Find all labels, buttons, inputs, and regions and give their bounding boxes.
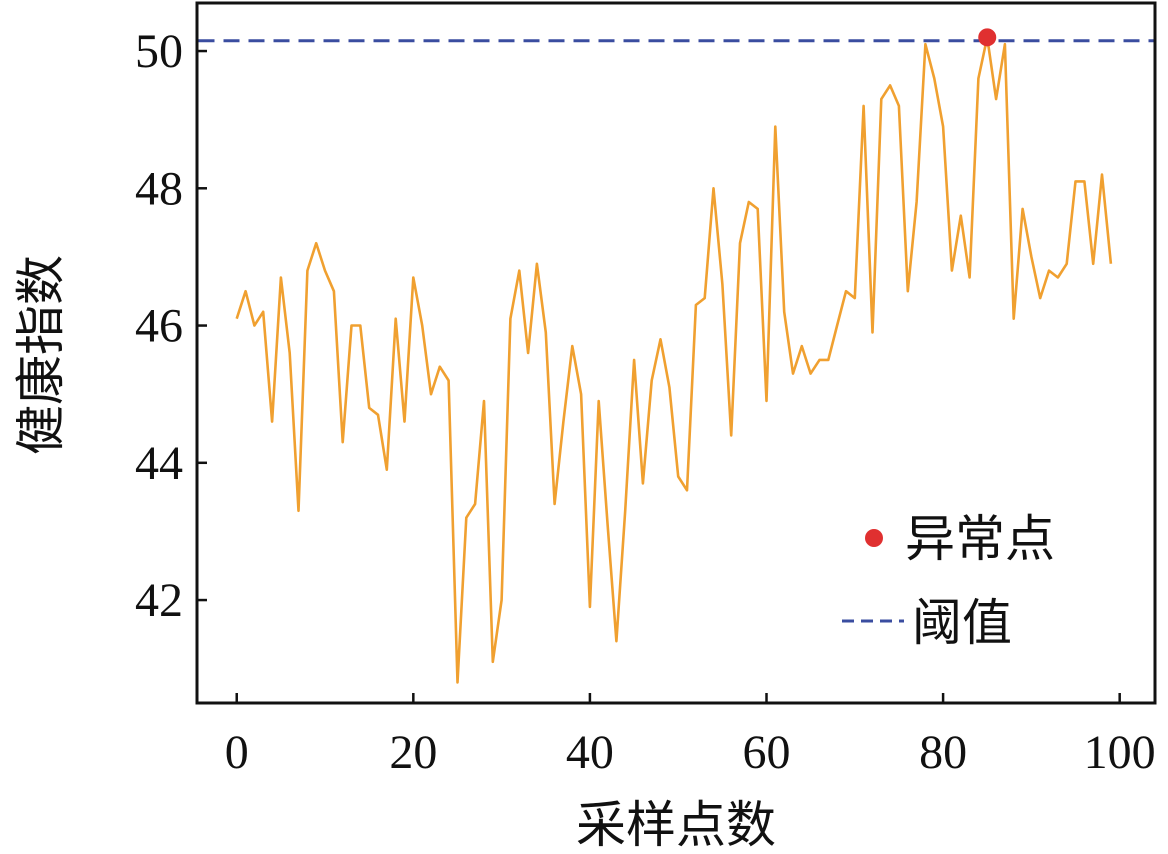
y-tick-label: 48 [135, 162, 183, 215]
x-tick-label: 60 [743, 726, 791, 779]
x-axis-title: 采样点数 [576, 796, 776, 854]
x-tick-label: 100 [1084, 726, 1156, 779]
plot-area [198, 28, 1154, 684]
x-tick-label: 80 [919, 726, 967, 779]
legend-anomaly-marker [865, 529, 883, 547]
y-axis-title: 健康指数 [12, 255, 70, 455]
health-index-line [235, 35, 1113, 684]
y-tick-label: 46 [135, 300, 183, 353]
plot-frame [195, 1, 1157, 705]
legend-threshold-label: 阈值 [912, 594, 1012, 652]
x-tick-label: 0 [225, 726, 249, 779]
legend: 异常点 阈值 [842, 510, 1055, 652]
x-tick-label: 40 [566, 726, 614, 779]
anomaly-point [978, 28, 997, 47]
y-tick-label: 50 [135, 25, 183, 78]
x-axis: 0 20 40 60 80 100 [225, 693, 1156, 779]
y-tick-label: 42 [135, 574, 183, 627]
y-tick-label: 44 [135, 437, 183, 490]
x-tick-label: 20 [389, 726, 437, 779]
y-axis: 42 44 46 48 50 [135, 25, 207, 627]
legend-anomaly-label: 异常点 [905, 510, 1055, 568]
